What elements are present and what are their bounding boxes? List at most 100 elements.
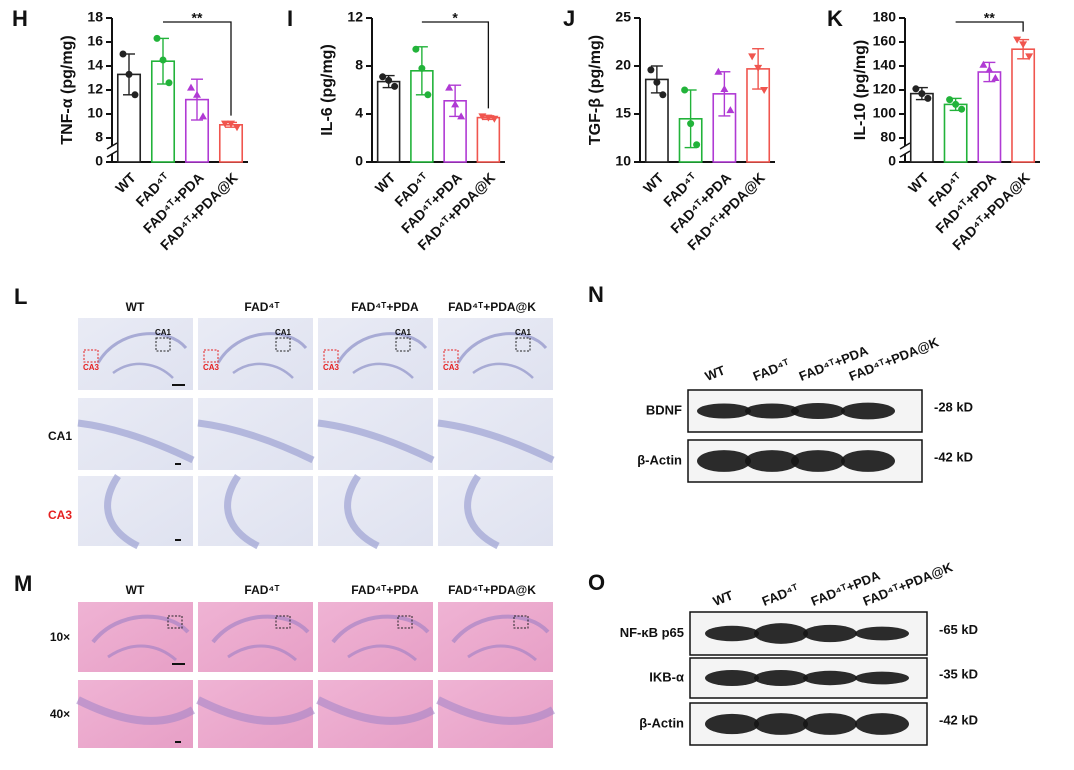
y-tick-label: 12 <box>347 9 363 25</box>
protein-label: NF-κB p65 <box>620 625 684 640</box>
data-point <box>385 76 393 84</box>
bar <box>1011 48 1036 163</box>
data-point <box>199 112 207 120</box>
blot-band <box>841 402 895 420</box>
column-header: FAD⁴ᵀ+PDA@K <box>448 583 536 597</box>
blot-band <box>841 450 895 472</box>
data-point <box>153 34 161 42</box>
y-tick-label: 140 <box>873 57 897 73</box>
region-label: CA1 <box>155 328 172 337</box>
hippocampus-outline <box>227 644 297 662</box>
data-point <box>125 70 133 78</box>
data-point <box>490 115 499 123</box>
row-label: CA3 <box>48 508 72 522</box>
data-point <box>918 90 926 98</box>
histology-image <box>438 476 553 546</box>
histology-image <box>78 476 193 546</box>
hippocampus-outline <box>451 614 550 644</box>
y-axis-label: IL-6 (pg/mg) <box>319 44 336 136</box>
data-point <box>187 83 195 91</box>
hippocampus-outline <box>232 362 294 379</box>
data-point <box>714 67 723 75</box>
lane-label: WT <box>711 587 735 609</box>
blot-band <box>754 670 808 686</box>
hippocampus-outline <box>211 614 310 644</box>
blot-band <box>745 403 799 419</box>
significance-label: ** <box>192 10 203 26</box>
blot-band <box>745 450 799 472</box>
column-header: FAD⁴ᵀ <box>244 583 279 597</box>
roi-box <box>397 615 413 629</box>
blot-band <box>697 450 751 472</box>
axis-break <box>106 142 118 150</box>
y-tick-label: 10 <box>615 153 631 169</box>
y-tick-label: 180 <box>873 9 897 25</box>
data-point <box>647 66 655 74</box>
histology-image <box>318 476 433 546</box>
y-tick-label: 14 <box>87 57 103 73</box>
data-point <box>391 82 399 90</box>
roi-box <box>323 349 339 363</box>
significance-label: * <box>452 10 458 26</box>
hippocampus-outline <box>112 362 174 379</box>
data-point <box>424 91 432 99</box>
cell-layer <box>197 419 315 464</box>
cell-layer <box>344 474 380 550</box>
protein-label: BDNF <box>646 402 682 417</box>
column-header: WT <box>126 583 145 597</box>
region-label: CA3 <box>203 363 220 372</box>
roi-box <box>515 337 531 352</box>
roi-box <box>167 615 183 629</box>
data-point <box>693 141 701 149</box>
panel-letter: K <box>827 6 843 31</box>
y-tick-label: 20 <box>615 57 631 73</box>
blot-band <box>705 713 759 735</box>
blot-band <box>705 670 759 686</box>
cell-layer <box>317 419 435 464</box>
data-point <box>131 91 139 99</box>
hippocampus-outline <box>331 614 430 644</box>
y-tick-label: 15 <box>615 105 631 121</box>
data-point <box>748 53 757 61</box>
data-point <box>221 120 229 128</box>
panel-letter: N <box>588 282 604 307</box>
cell-layer <box>196 696 315 725</box>
lane-label: WT <box>703 362 727 384</box>
data-point <box>681 86 689 94</box>
column-header: FAD⁴ᵀ+PDA <box>351 583 419 597</box>
panel-letter: I <box>287 6 293 31</box>
y-tick-label: 80 <box>880 129 896 145</box>
column-header: FAD⁴ᵀ+PDA@K <box>448 300 536 314</box>
bar <box>376 80 401 163</box>
data-point <box>165 79 173 87</box>
bar <box>476 116 501 163</box>
cell-layer <box>436 696 555 725</box>
roi-box <box>395 337 411 352</box>
x-tick-label: WT <box>372 169 399 196</box>
y-tick-label: 18 <box>87 9 103 25</box>
blot-band <box>803 713 857 735</box>
data-point <box>379 73 387 81</box>
data-point <box>445 83 454 91</box>
panel-letter: M <box>14 571 32 596</box>
blot-band <box>754 713 808 735</box>
cell-layer <box>224 474 260 550</box>
histology-image <box>198 476 313 546</box>
y-tick-label: 0 <box>355 153 363 169</box>
hippocampus-outline <box>472 362 534 379</box>
roi-box <box>443 349 459 363</box>
histology-image <box>318 318 433 390</box>
cell-layer <box>464 474 500 550</box>
protein-label: IKB-α <box>649 669 684 684</box>
x-tick-label: WT <box>112 169 139 196</box>
blot-band <box>855 713 909 735</box>
column-header: FAD⁴ᵀ+PDA <box>351 300 419 314</box>
data-point <box>912 85 920 93</box>
data-point <box>946 96 954 104</box>
blot-band <box>803 624 857 643</box>
size-label: -42 kD <box>934 449 973 464</box>
lane-label: FAD⁴ᵀ <box>751 356 792 384</box>
blot-band <box>754 623 808 644</box>
data-point <box>1025 53 1034 61</box>
